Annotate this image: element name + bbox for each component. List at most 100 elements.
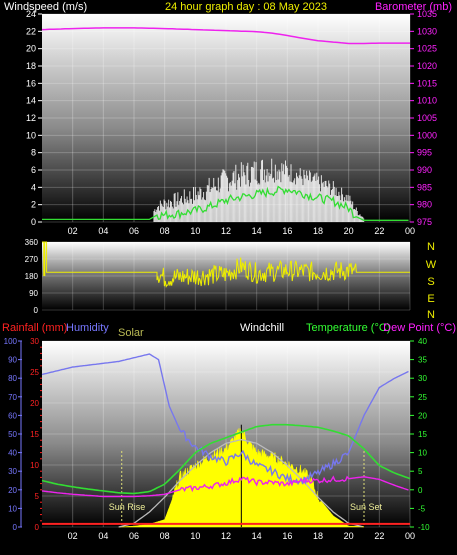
rain-tick-label: 30 [30,337,39,346]
x-tick-label: 22 [374,531,384,541]
x-tick-label: 16 [282,531,292,541]
temp-tick-label: 15 [418,430,427,439]
graph-date-title: 24 hour graph day : 08 May 2023 [165,1,327,13]
x-tick-label: 20 [344,531,354,541]
temperature-line [41,423,411,495]
y-left-tick-label: 0 [31,217,36,227]
y-right-tick-label: 1005 [417,113,437,123]
dewpoint-line [41,475,409,498]
humidity-tick-label: 30 [8,467,17,476]
sunset-label: Sun Set [350,502,383,512]
humidity-axis: 0 10 20 30 40 50 60 70 80 90 100 [4,337,22,532]
x-tick-label: 20 [344,226,354,236]
y-left-tick-label: 10 [26,130,36,140]
humidity-tick-label: 40 [8,449,17,458]
y-right-tick-label: 990 [417,165,432,175]
dewpoint-title: Dew Point (°C) [383,322,456,334]
x-tick-label: 12 [221,226,231,236]
direction-tick-label: 90 [29,289,38,298]
temp-x-axis: 02 04 06 08 10 12 14 16 18 20 22 00 [68,531,415,541]
compass-label-e: E [427,293,434,305]
humidity-tick-label: 80 [8,374,17,383]
x-tick-label: 14 [252,226,262,236]
humidity-tick-label: 70 [8,393,17,402]
humidity-tick-label: 0 [13,523,18,532]
x-tick-label: 00 [405,531,415,541]
rain-tick-label: 20 [30,399,39,408]
x-tick-label: 10 [190,531,200,541]
temperature-axis: -10 -5 0 5 10 15 20 25 30 35 40 [410,337,430,532]
rain-tick-label: 15 [30,430,39,439]
x-tick-label: 04 [98,531,108,541]
y-right-tick-label: 1030 [417,26,437,36]
x-tick-label: 04 [98,226,108,236]
humidity-tick-label: 10 [8,504,17,513]
y-right-tick-label: 985 [417,182,432,192]
x-tick-label: 18 [313,531,323,541]
temp-tick-label: 30 [418,374,427,383]
y-right-tick-label: 980 [417,200,432,210]
direction-tick-label: 360 [25,238,39,247]
y-right-tick-label: 1020 [417,61,437,71]
humidity-line [41,353,409,486]
temp-tick-label: -10 [418,523,430,532]
temp-tick-label: 20 [418,411,427,420]
humidity-tick-label: 100 [4,337,18,346]
wind-average-line [42,185,409,221]
x-tick-label: 08 [160,226,170,236]
compass-label-n-top: N [427,241,435,253]
rainfall-title: Rainfall (mm) [2,322,67,334]
x-tick-label: 12 [221,531,231,541]
compass-label-w: W [426,259,437,271]
x-tick-label: 14 [252,531,262,541]
temp-plot-series [41,353,411,528]
rain-tick-label: 0 [35,523,40,532]
compass-label-n-bottom: N [427,309,435,321]
temp-tick-label: 0 [418,486,423,495]
direction-y-axis: 0 90 180 270 360 [25,238,39,315]
x-tick-label: 16 [282,226,292,236]
wind-x-axis: 02 04 06 08 10 12 14 16 18 20 22 00 [68,226,415,236]
rain-axis: 0 5 10 15 20 25 30 [30,337,42,532]
direction-tick-label: 0 [34,306,39,315]
solar-theory-line [118,438,363,528]
humidity-tick-label: 60 [8,411,17,420]
y-left-tick-label: 8 [31,148,36,158]
windchill-title: Windchill [240,322,284,334]
direction-tick-label: 180 [25,272,39,281]
y-right-tick-label: 1015 [417,78,437,88]
solar-title: Solar [118,327,144,339]
x-tick-label: 22 [374,226,384,236]
x-tick-label: 08 [160,531,170,541]
temp-tick-label: 35 [418,356,427,365]
x-tick-label: 18 [313,226,323,236]
wind-y-right-axis: 975 980 985 990 995 1000 1005 1010 1015 1020 1025 1… [410,9,437,227]
x-tick-label: 02 [68,531,78,541]
wind-plot-series [41,27,410,222]
y-left-tick-label: 4 [31,182,36,192]
temp-tick-label: 40 [418,337,427,346]
sunrise-label: Sun Rise [109,502,146,512]
y-right-tick-label: 1000 [417,130,437,140]
direction-plot-series [42,241,410,288]
compass-label-s: S [427,276,434,288]
rain-tick-label: 5 [35,492,40,501]
y-right-tick-label: 1035 [417,9,437,19]
y-left-tick-label: 24 [26,9,36,19]
x-tick-label: 10 [190,226,200,236]
x-tick-label: 00 [405,226,415,236]
wind-direction-line [42,241,410,288]
y-right-tick-label: 975 [417,217,432,227]
humidity-tick-label: 90 [8,356,17,365]
windspeed-title: Windspeed (m/s) [4,1,87,13]
y-left-tick-label: 12 [26,113,36,123]
temp-tick-label: 10 [418,449,427,458]
y-left-tick-label: 20 [26,44,36,54]
y-right-tick-label: 1025 [417,44,437,54]
y-left-tick-label: 14 [26,96,36,106]
y-left-tick-label: 2 [31,200,36,210]
temp-tick-label: 5 [418,467,423,476]
rain-tick-label: 10 [30,461,39,470]
